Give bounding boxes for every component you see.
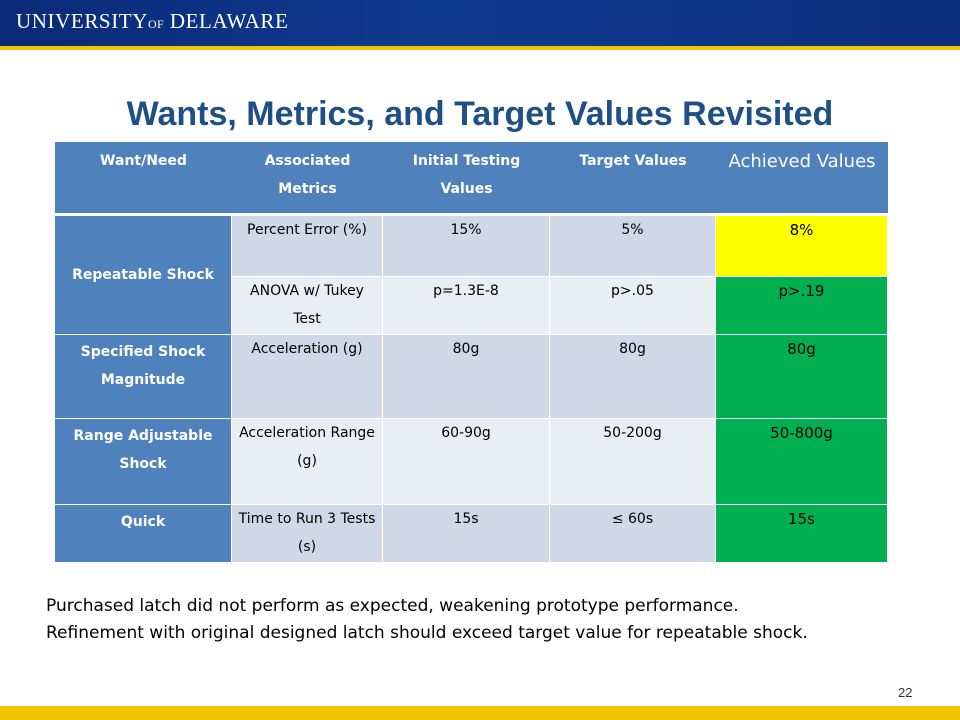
header-associated-metrics: Associated Metrics: [232, 142, 383, 216]
cell-achieved-value: 80g: [716, 335, 888, 419]
cell-metric: Acceleration (g): [232, 335, 383, 419]
table-row: Specified Shock Magnitude Acceleration (…: [55, 335, 888, 419]
logo-university-text: UNIVERSITY: [16, 9, 148, 33]
cell-initial-value: 60-90g: [383, 419, 550, 505]
cell-initial-value: 15%: [383, 216, 550, 277]
university-logo: UNIVERSITYOF DELAWARE: [16, 9, 288, 34]
cell-achieved-value: 8%: [716, 216, 888, 277]
cell-initial-value: 15s: [383, 505, 550, 563]
header-want-need: Want/Need: [55, 142, 232, 216]
cell-achieved-value: p>.19: [716, 277, 888, 335]
cell-initial-value: p=1.3E-8: [383, 277, 550, 335]
page-number: 22: [898, 685, 913, 700]
cell-target-value: ≤ 60s: [550, 505, 716, 563]
header-gold-rule: [0, 46, 960, 50]
slide-caption: Purchased latch did not perform as expec…: [46, 593, 936, 647]
caption-line-1: Purchased latch did not perform as expec…: [46, 596, 739, 616]
cell-metric: ANOVA w/ Tukey Test: [232, 277, 383, 335]
caption-line-2: Refinement with original designed latch …: [46, 623, 808, 643]
cell-initial-value: 80g: [383, 335, 550, 419]
row-want-quick: Quick: [55, 505, 232, 563]
cell-target-value: 80g: [550, 335, 716, 419]
cell-metric: Acceleration Range (g): [232, 419, 383, 505]
header-bar: UNIVERSITYOF DELAWARE: [0, 0, 960, 46]
cell-metric: Time to Run 3 Tests (s): [232, 505, 383, 563]
table-row: ANOVA w/ Tukey Test p=1.3E-8 p>.05 p>.19: [55, 277, 888, 335]
cell-metric: Percent Error (%): [232, 216, 383, 277]
cell-achieved-value: 50-800g: [716, 419, 888, 505]
logo-delaware-text: DELAWARE: [169, 9, 289, 33]
cell-target-value: p>.05: [550, 277, 716, 335]
header-initial-testing-values: Initial Testing Values: [383, 142, 550, 216]
row-want-range-adjustable: Range Adjustable Shock: [55, 419, 232, 505]
cell-target-value: 50-200g: [550, 419, 716, 505]
footer-gold-bar: [0, 706, 960, 720]
table-row: Range Adjustable Shock Acceleration Rang…: [55, 419, 888, 505]
logo-of-text: OF: [148, 17, 164, 31]
header-achieved-values: Achieved Values: [716, 142, 888, 216]
cell-achieved-value: 15s: [716, 505, 888, 563]
table-row: Quick Time to Run 3 Tests (s) 15s ≤ 60s …: [55, 505, 888, 563]
metrics-table: Want/Need Associated Metrics Initial Tes…: [55, 142, 888, 563]
row-want-specified-shock: Specified Shock Magnitude: [55, 335, 232, 419]
row-want-repeatable-shock: Repeatable Shock: [55, 216, 232, 335]
table-header-row: Want/Need Associated Metrics Initial Tes…: [55, 142, 888, 216]
cell-target-value: 5%: [550, 216, 716, 277]
table-row: Repeatable Shock Percent Error (%) 15% 5…: [55, 216, 888, 335]
header-target-values: Target Values: [550, 142, 716, 216]
slide-title: Wants, Metrics, and Target Values Revisi…: [126, 95, 834, 133]
